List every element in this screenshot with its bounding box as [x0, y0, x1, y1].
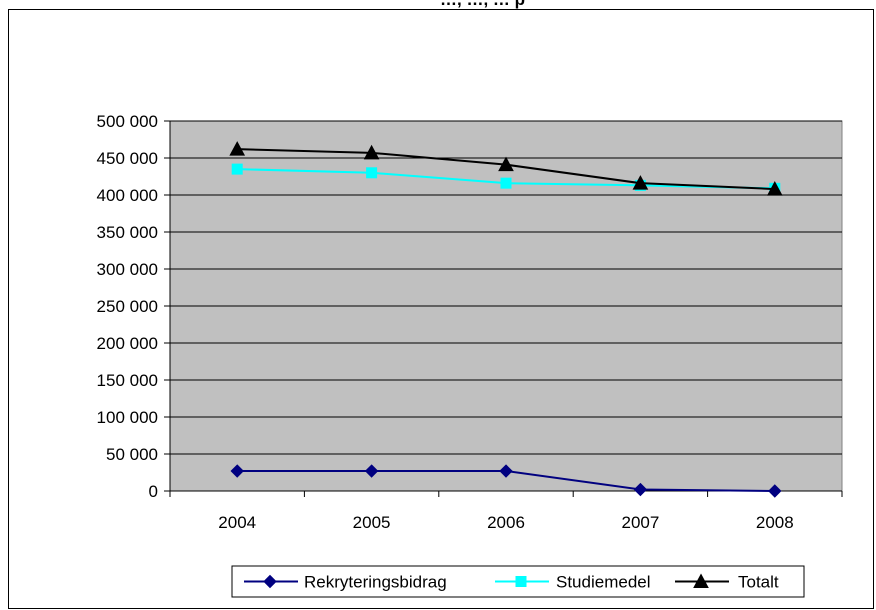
legend-swatch-marker — [515, 576, 527, 587]
y-tick-label: 400 000 — [97, 186, 158, 205]
y-tick-label: 0 — [149, 482, 158, 501]
y-tick-label: 300 000 — [97, 260, 158, 279]
legend-swatch-marker — [263, 574, 277, 589]
x-tick-label: 2005 — [353, 513, 391, 532]
y-tick-label: 250 000 — [97, 297, 158, 316]
series-rekryteringsbidrag — [230, 464, 782, 498]
chart-title-text: …, …, … p — [440, 0, 525, 10]
y-tick-label: 500 000 — [97, 112, 158, 131]
data-point — [500, 177, 512, 189]
chart-title-fragment: …, …, … p — [0, 0, 876, 12]
data-point — [366, 167, 378, 179]
data-point — [231, 163, 243, 175]
x-tick-label: 2004 — [218, 513, 256, 532]
legend-label: Totalt — [738, 573, 779, 592]
legend-label: Studiemedel — [556, 573, 651, 592]
x-tick-label: 2007 — [621, 513, 659, 532]
legend-entry: Rekryteringsbidrag — [244, 573, 447, 592]
legend-label: Rekryteringsbidrag — [304, 573, 447, 592]
legend: Rekryteringsbidrag Studiemedel Totalt — [231, 565, 805, 598]
series-totalt — [229, 141, 783, 196]
data-point — [230, 464, 244, 478]
data-point — [363, 144, 380, 160]
y-tick-label: 200 000 — [97, 334, 158, 353]
axes: 0 50 000 100 000 150 000 200 000 250 000 300 0… — [97, 112, 843, 532]
legend-swatch-marker — [693, 573, 709, 588]
data-point — [633, 482, 648, 497]
data-point — [766, 181, 783, 196]
data-point — [364, 464, 379, 478]
data-point — [499, 464, 513, 478]
y-tick-label: 450 000 — [97, 149, 158, 168]
data-point — [632, 175, 649, 190]
legend-entry: Studiemedel — [495, 573, 651, 592]
data-point — [768, 484, 782, 498]
y-tick-label: 150 000 — [97, 371, 158, 390]
data-point — [498, 156, 514, 172]
x-tick-label: 2008 — [756, 513, 794, 532]
y-tick-label: 50 000 — [106, 445, 158, 464]
series-lines — [229, 141, 783, 498]
data-point — [229, 141, 246, 156]
y-tick-label: 350 000 — [97, 223, 158, 242]
x-tick-label: 2006 — [487, 513, 525, 532]
legend-entry: Totalt — [675, 573, 779, 592]
y-tick-label: 100 000 — [97, 408, 158, 427]
